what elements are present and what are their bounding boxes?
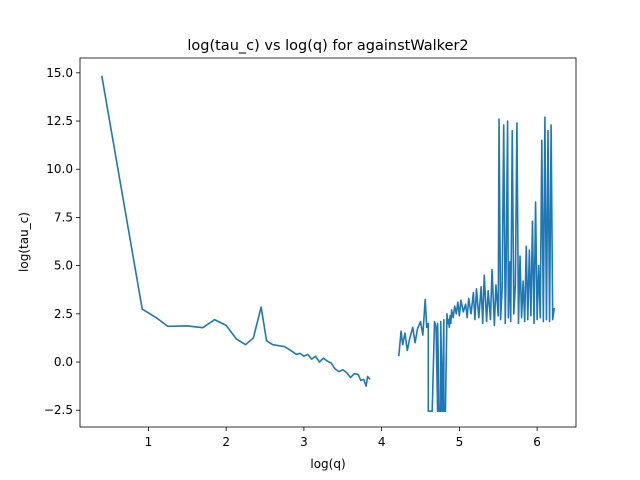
x-tick-label: 5 <box>456 435 464 449</box>
y-tick-label: 2.5 <box>54 307 73 321</box>
x-tick-label: 4 <box>378 435 386 449</box>
y-axis-ticks: −2.5 0.0 2.5 5.0 7.5 10.0 12.5 15.0 <box>44 66 80 417</box>
x-tick-label: 6 <box>533 435 541 449</box>
y-tick-label: −2.5 <box>44 403 73 417</box>
y-tick-label: 0.0 <box>54 355 73 369</box>
x-axis-label: log(q) <box>310 457 345 471</box>
chart-title: log(tau_c) vs log(q) for againstWalker2 <box>187 38 468 54</box>
y-tick-label: 12.5 <box>46 114 73 128</box>
series-layer <box>100 75 556 412</box>
y-axis-label: log(tau_c) <box>17 212 31 272</box>
series-line-1 <box>100 75 371 387</box>
x-tick-label: 3 <box>300 435 308 449</box>
x-axis-ticks: 1 2 3 4 5 6 <box>145 427 541 449</box>
x-tick-label: 2 <box>222 435 230 449</box>
axes-frame <box>79 57 577 428</box>
y-tick-label: 5.0 <box>54 259 73 273</box>
y-tick-label: 10.0 <box>46 162 73 176</box>
x-tick-label: 1 <box>145 435 153 449</box>
y-tick-label: 15.0 <box>46 66 73 80</box>
y-tick-label: 7.5 <box>54 210 73 224</box>
plot-area <box>80 58 576 427</box>
series-line-2 <box>397 116 556 412</box>
